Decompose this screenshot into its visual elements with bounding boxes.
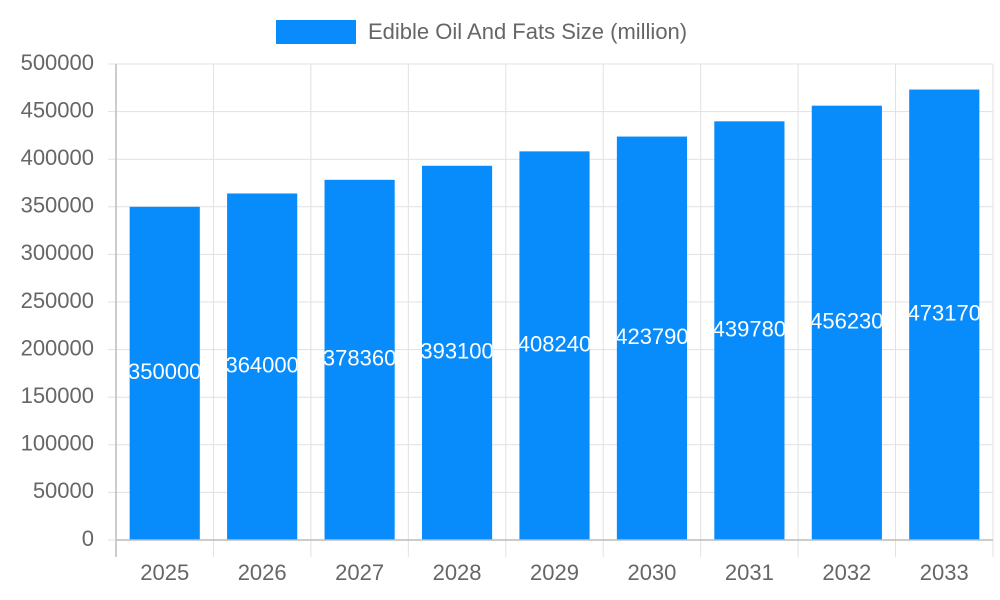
y-tick-label: 0 — [82, 526, 94, 551]
bar — [227, 193, 298, 541]
bar — [129, 206, 200, 541]
data-label: 393100 — [420, 339, 493, 364]
bar — [324, 179, 395, 541]
y-tick-label: 200000 — [21, 335, 94, 360]
y-tick-label: 500000 — [21, 50, 94, 75]
legend-label: Edible Oil And Fats Size (million) — [368, 19, 687, 44]
x-tick-label: 2027 — [335, 560, 384, 585]
bar — [909, 89, 980, 540]
bar — [616, 136, 688, 540]
bar — [519, 151, 590, 540]
bar — [714, 121, 785, 540]
data-label: 439780 — [713, 316, 786, 341]
y-tick-label: 50000 — [33, 478, 94, 503]
data-label: 473170 — [908, 301, 981, 326]
data-label: 456230 — [810, 309, 883, 334]
data-label: 364000 — [225, 353, 298, 378]
bar — [421, 165, 493, 540]
x-tick-label: 2026 — [238, 560, 287, 585]
y-tick-label: 100000 — [21, 431, 94, 456]
data-label: 423790 — [615, 324, 688, 349]
y-tick-label: 250000 — [21, 288, 94, 313]
x-tick-label: 2033 — [920, 560, 969, 585]
x-tick-label: 2029 — [530, 560, 579, 585]
x-tick-label: 2031 — [725, 560, 774, 585]
x-tick-label: 2028 — [433, 560, 482, 585]
y-tick-label: 450000 — [21, 97, 94, 122]
data-label: 350000 — [128, 359, 201, 384]
legend-swatch — [276, 20, 356, 44]
x-tick-label: 2032 — [822, 560, 871, 585]
y-tick-label: 350000 — [21, 193, 94, 218]
y-tick-label: 400000 — [21, 145, 94, 170]
y-tick-label: 150000 — [21, 383, 94, 408]
data-label: 408240 — [518, 331, 591, 356]
y-tick-label: 300000 — [21, 240, 94, 265]
x-tick-label: 2030 — [627, 560, 676, 585]
data-label: 378360 — [323, 346, 396, 371]
x-tick-label: 2025 — [140, 560, 189, 585]
bar — [811, 105, 882, 540]
